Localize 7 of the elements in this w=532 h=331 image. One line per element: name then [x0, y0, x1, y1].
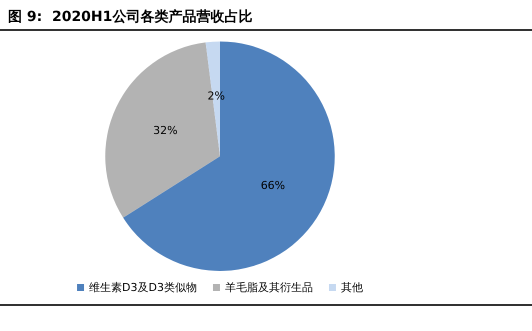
legend-label: 维生素D3及D3类似物 — [89, 281, 197, 294]
legend-label: 羊毛脂及其衍生品 — [224, 281, 313, 294]
data-label: 2% — [207, 89, 225, 102]
data-label: 32% — [153, 124, 178, 137]
data-label: 66% — [260, 178, 286, 192]
legend-label: 其他 — [340, 281, 363, 294]
chart-title: 图 9: 2020H1公司各类产品营收占比 — [8, 8, 252, 26]
